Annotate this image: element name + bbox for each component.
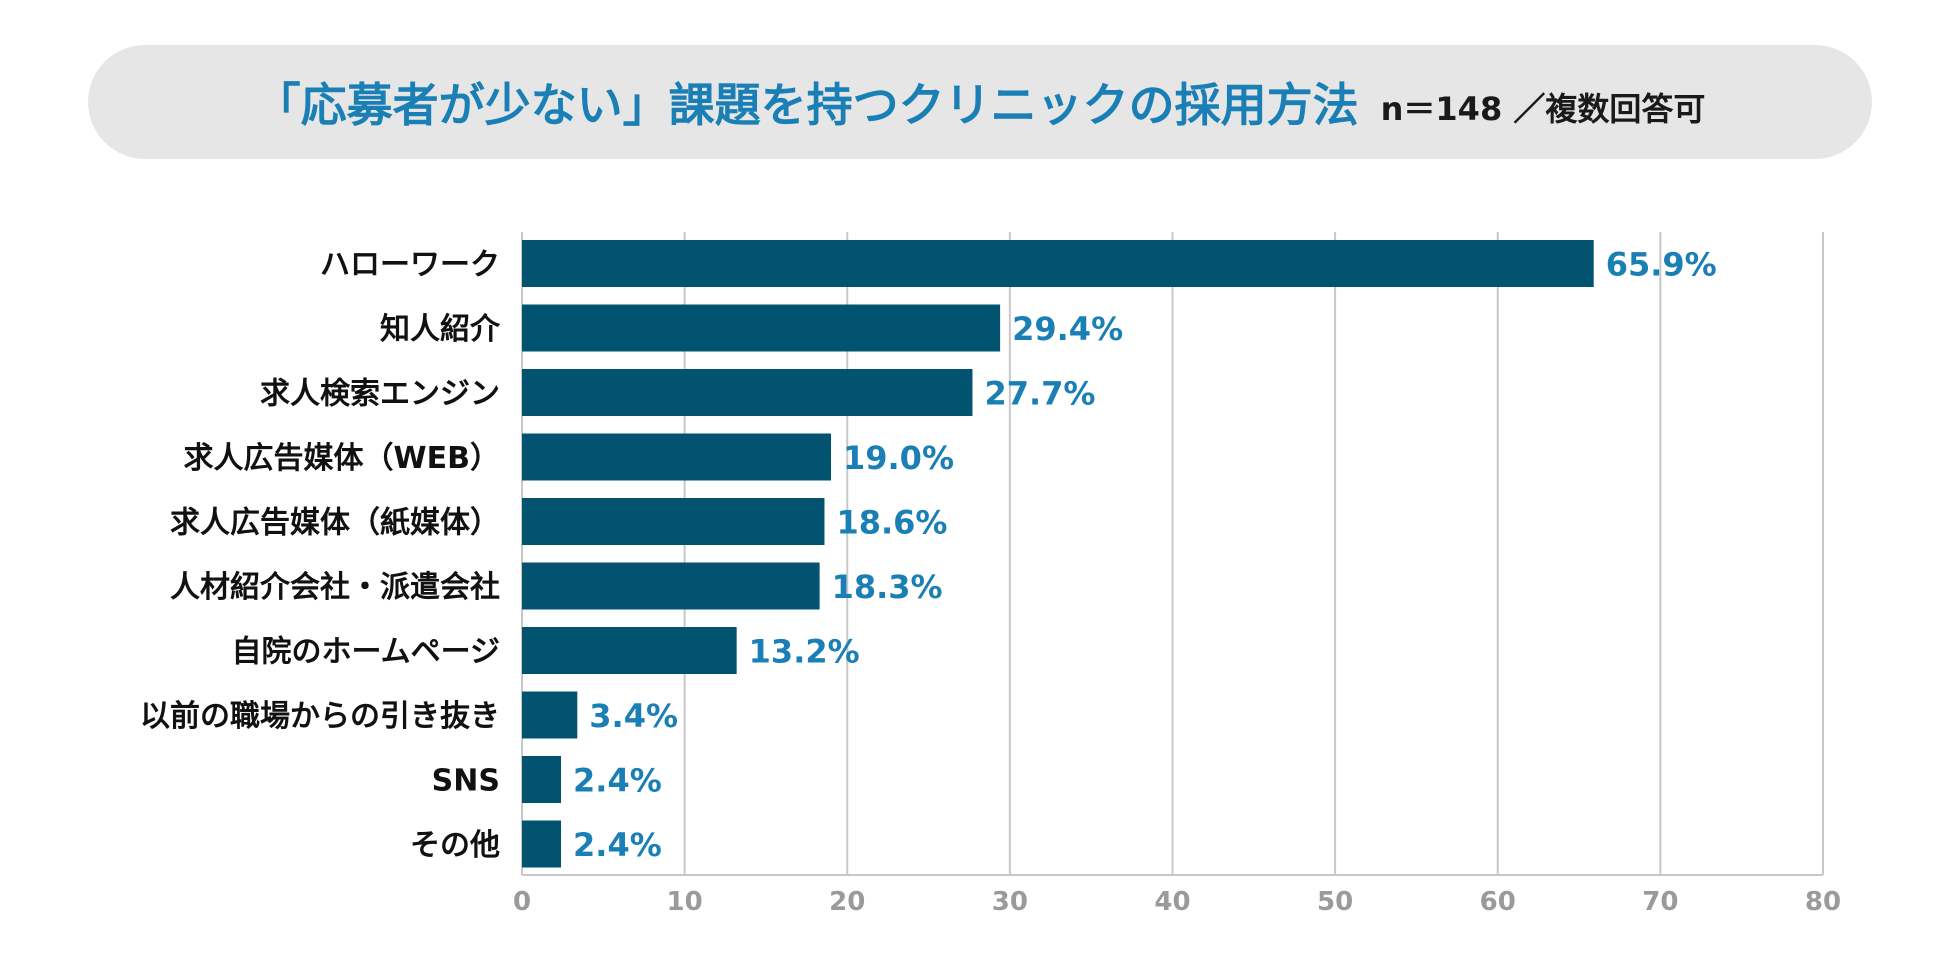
bar bbox=[522, 433, 831, 481]
value-label: 18.6% bbox=[836, 504, 947, 542]
category-label: 求人広告媒体（紙媒体） bbox=[170, 506, 500, 541]
bar bbox=[522, 756, 562, 803]
label-layer: ハローワーク 65.9% 知人紹介 29.4% 求人検索エンジン 27.7% 求人広告媒体（… bbox=[140, 246, 1717, 865]
x-tick-label: 10 bbox=[667, 887, 703, 917]
chart-subtitle: n＝148 ／複数回答可 bbox=[1380, 90, 1706, 128]
category-label: 以前の職場からの引き抜き bbox=[140, 699, 500, 734]
category-label: SNS bbox=[432, 764, 500, 799]
bar bbox=[522, 240, 1594, 287]
category-label: 求人広告媒体（WEB） bbox=[184, 441, 500, 476]
value-label: 2.4% bbox=[573, 826, 662, 864]
bar bbox=[522, 369, 973, 416]
x-tick-label: 70 bbox=[1642, 887, 1678, 917]
value-label: 13.2% bbox=[749, 633, 860, 671]
category-label: 自院のホームページ bbox=[232, 635, 501, 670]
x-tick-label: 0 bbox=[513, 887, 531, 917]
bar-layer bbox=[522, 240, 1594, 868]
value-label: 19.0% bbox=[843, 439, 954, 477]
x-tick-label: 40 bbox=[1154, 887, 1190, 917]
value-label: 65.9% bbox=[1606, 246, 1717, 284]
category-label: 人材紹介会社・派遣会社 bbox=[170, 570, 500, 605]
bar bbox=[522, 498, 825, 545]
category-label: 知人紹介 bbox=[380, 312, 501, 347]
title-banner: 「応募者が少ない」課題を持つクリニックの採用方法 n＝148 ／複数回答可 bbox=[88, 45, 1872, 159]
value-label: 29.4% bbox=[1012, 310, 1123, 348]
value-label: 18.3% bbox=[832, 568, 943, 606]
value-label: 27.7% bbox=[984, 375, 1095, 413]
bar bbox=[522, 304, 1001, 352]
category-label: 求人検索エンジン bbox=[260, 377, 500, 412]
category-label: その他 bbox=[410, 828, 500, 863]
value-label: 2.4% bbox=[573, 762, 662, 800]
value-label: 3.4% bbox=[589, 697, 678, 735]
x-tick-label: 60 bbox=[1480, 887, 1516, 917]
x-tick-label: 20 bbox=[829, 887, 865, 917]
x-tick-label: 30 bbox=[992, 887, 1028, 917]
category-label: ハローワーク bbox=[320, 248, 500, 283]
title-row: 「応募者が少ない」課題を持つクリニックの採用方法 n＝148 ／複数回答可 bbox=[88, 45, 1872, 159]
x-tick-label: 50 bbox=[1317, 887, 1353, 917]
x-tick-label: 80 bbox=[1805, 887, 1841, 917]
tick-layer: 0 10 20 30 40 50 60 70 80 bbox=[513, 887, 1841, 917]
bar bbox=[522, 691, 578, 739]
bar bbox=[522, 562, 820, 610]
chart-title: 「応募者が少ない」課題を持つクリニックの採用方法 bbox=[254, 78, 1359, 132]
bar bbox=[522, 820, 562, 868]
bar bbox=[522, 627, 737, 674]
